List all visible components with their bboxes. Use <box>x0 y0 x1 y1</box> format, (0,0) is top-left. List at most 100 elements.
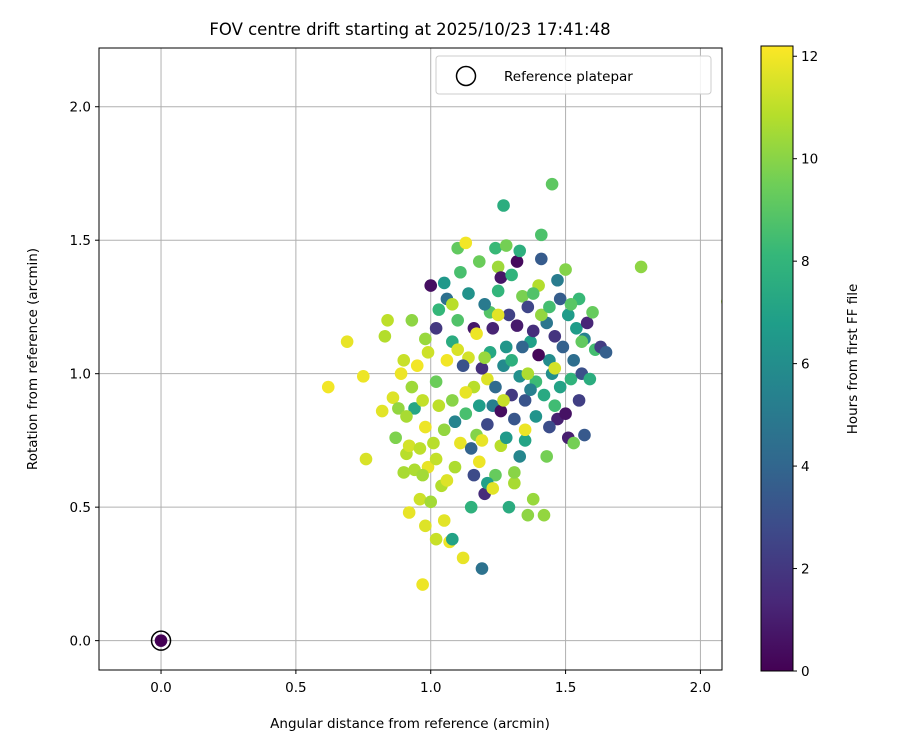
grid-lines <box>99 48 722 670</box>
data-point <box>375 404 389 418</box>
data-point <box>478 297 491 311</box>
legend-marker-icon <box>455 65 477 87</box>
x-tick-label: 2.0 <box>690 680 711 696</box>
data-point <box>446 394 459 407</box>
data-point <box>429 452 443 466</box>
data-point <box>416 468 429 482</box>
x-axis-ticks: 0.0 0.5 1.0 1.5 2.0 <box>150 670 711 696</box>
chart-title: FOV centre drift starting at 2025/10/23 … <box>209 20 610 39</box>
y-tick-label: 0.0 <box>70 634 91 650</box>
data-point <box>510 319 524 332</box>
data-point <box>502 500 516 514</box>
x-tick-label: 0.5 <box>285 680 306 696</box>
data-point <box>570 322 583 335</box>
data-point <box>486 482 500 495</box>
data-point <box>580 316 594 330</box>
data-point <box>521 300 535 314</box>
data-point <box>424 279 438 292</box>
data-point <box>389 431 402 445</box>
data-point <box>535 252 548 266</box>
data-point <box>456 359 470 372</box>
data-point <box>413 442 427 455</box>
legend-label: Reference platepar <box>504 69 633 85</box>
data-point <box>559 407 572 421</box>
data-points <box>321 177 722 591</box>
data-point <box>532 348 545 362</box>
data-point <box>475 434 489 447</box>
data-point <box>510 255 524 268</box>
data-point <box>413 492 427 506</box>
data-point <box>416 578 429 591</box>
data-point <box>553 292 567 306</box>
data-point <box>489 241 502 255</box>
data-point <box>548 330 562 343</box>
data-point <box>424 495 438 509</box>
data-point <box>448 460 462 474</box>
data-point <box>567 354 580 367</box>
data-point <box>400 410 413 423</box>
data-point <box>402 439 416 453</box>
data-point <box>494 271 508 284</box>
data-point <box>421 346 435 359</box>
data-point <box>526 287 540 300</box>
data-point <box>470 327 483 340</box>
data-point <box>508 476 521 490</box>
data-point <box>446 532 459 546</box>
data-point <box>464 500 478 514</box>
legend: Reference platepar <box>435 55 712 95</box>
data-point <box>459 386 473 399</box>
data-point <box>429 375 443 388</box>
data-point <box>721 298 722 305</box>
data-point <box>451 343 464 356</box>
data-point <box>572 394 586 407</box>
data-point <box>459 236 473 250</box>
colorbar-tick-label: 10 <box>801 152 818 168</box>
data-point <box>464 442 478 455</box>
data-point <box>462 287 475 300</box>
reference-platepar-marker <box>150 630 172 651</box>
data-point <box>405 313 419 327</box>
y-axis-ticks: 0.0 0.5 1.0 1.5 2.0 <box>70 100 99 650</box>
data-point <box>599 346 613 359</box>
data-point <box>472 455 486 469</box>
data-point <box>521 508 535 522</box>
data-point <box>392 402 405 415</box>
data-point <box>378 330 392 343</box>
data-point <box>475 562 489 575</box>
data-point <box>535 228 548 242</box>
data-point <box>386 391 400 405</box>
data-point <box>432 303 446 316</box>
data-point <box>481 418 494 431</box>
data-point <box>529 410 543 423</box>
data-point <box>513 450 527 463</box>
y-axis-label: Rotation from reference (arcmin) <box>25 248 41 470</box>
x-tick-label: 1.0 <box>420 680 441 696</box>
data-point <box>432 399 446 413</box>
data-point <box>535 308 548 322</box>
data-point <box>486 322 500 335</box>
data-point <box>583 372 597 386</box>
data-point <box>394 367 408 380</box>
data-point <box>634 260 648 274</box>
y-tick-label: 2.0 <box>70 100 91 116</box>
data-point <box>508 466 521 479</box>
data-point <box>516 289 529 303</box>
data-point <box>499 239 513 252</box>
data-point <box>524 383 537 396</box>
data-point <box>491 260 505 274</box>
colorbar-gradient <box>760 45 794 672</box>
data-point <box>564 297 578 311</box>
data-point <box>397 354 411 367</box>
data-point <box>481 372 494 386</box>
x-tick-label: 1.5 <box>555 680 576 696</box>
data-point <box>357 370 370 383</box>
data-point <box>499 431 513 445</box>
data-point <box>516 340 529 354</box>
data-point <box>340 335 354 348</box>
data-point <box>419 519 432 533</box>
data-point <box>497 394 510 407</box>
data-point <box>508 412 521 426</box>
data-point <box>478 351 491 364</box>
data-point <box>548 399 562 413</box>
data-point <box>497 199 510 212</box>
